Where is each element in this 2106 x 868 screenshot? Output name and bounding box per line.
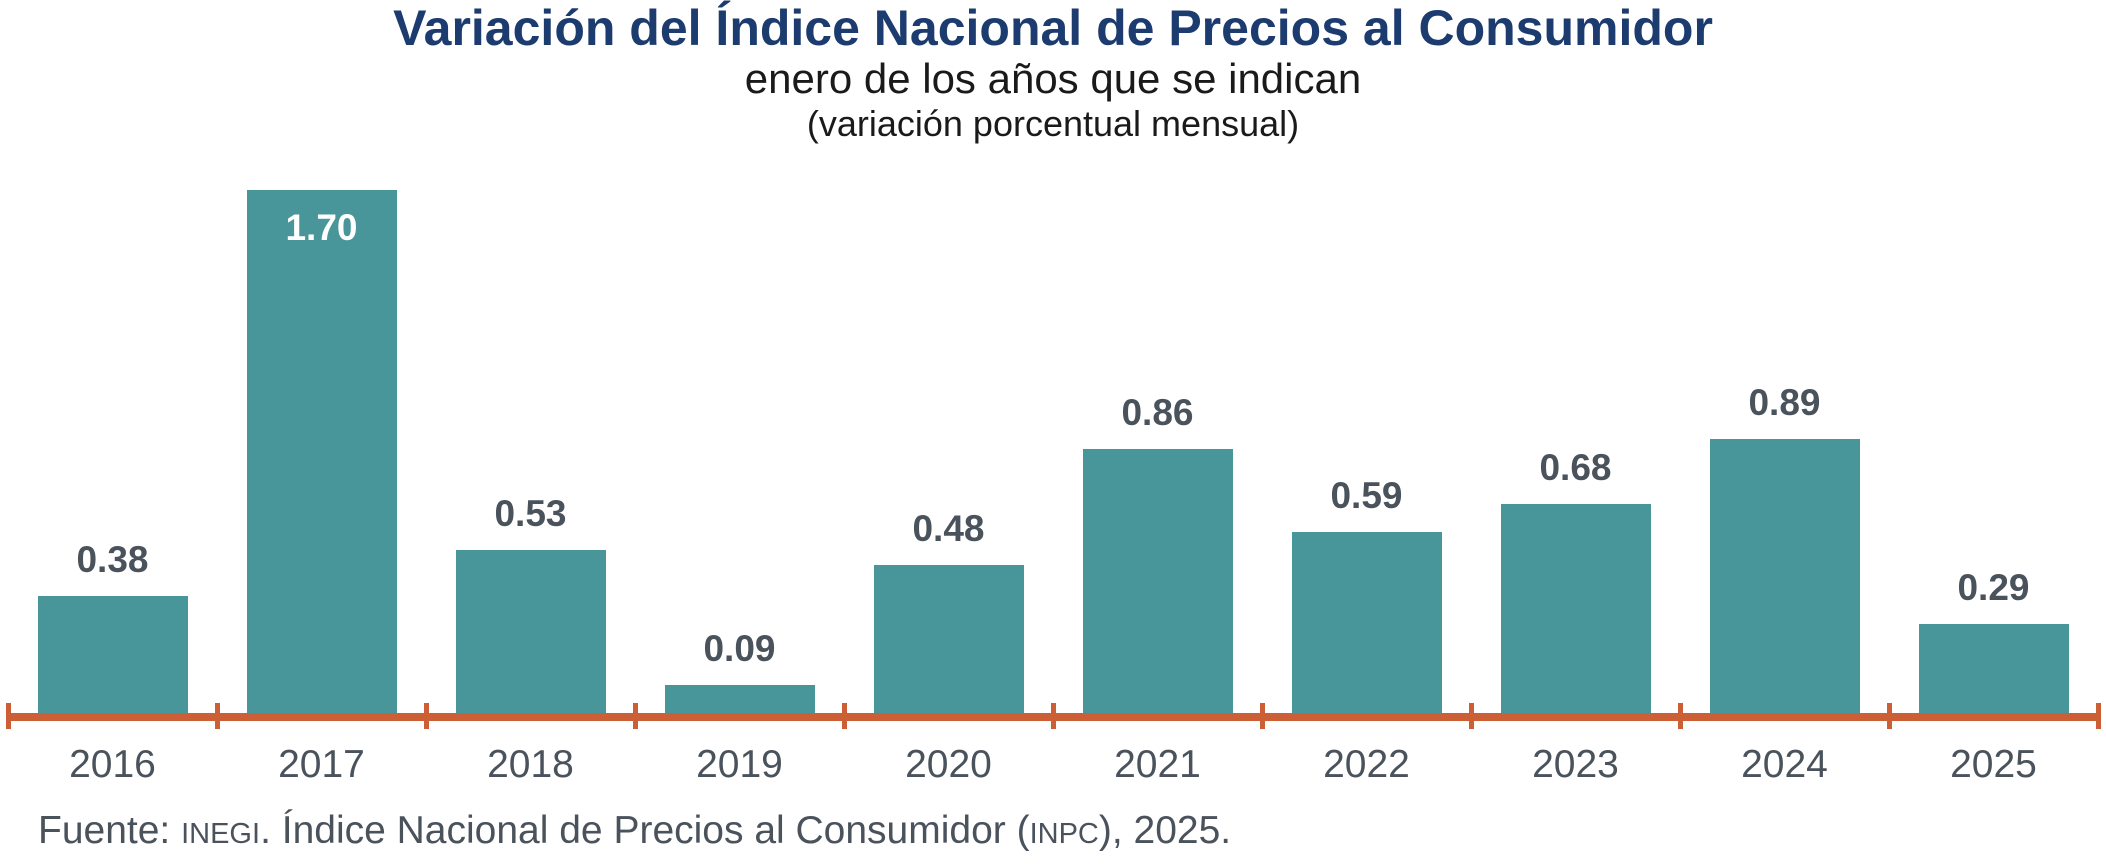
- value-label-2023: 0.68: [1539, 447, 1612, 488]
- value-label-2020: 0.48: [912, 508, 985, 549]
- value-label-2017: 1.70: [285, 207, 358, 248]
- x-axis-label-2023: 2023: [1532, 743, 1619, 786]
- bar-2021: [1082, 449, 1233, 713]
- chart-subtitle: enero de los años que se indican: [744, 55, 1362, 102]
- bar-2016: [37, 596, 188, 713]
- value-label-2021: 0.86: [1121, 392, 1194, 433]
- bar-2025: [1918, 624, 2069, 713]
- bar-2019: [664, 685, 815, 713]
- x-axis-label-2021: 2021: [1114, 743, 1201, 786]
- value-label-2016: 0.38: [76, 539, 149, 580]
- bar-2024: [1709, 439, 1860, 713]
- value-label-2018: 0.53: [494, 493, 567, 534]
- bar-2022: [1291, 532, 1442, 713]
- source-abbr-inpc: INPC: [1029, 818, 1099, 850]
- x-axis-tick: [1259, 703, 1265, 729]
- x-axis-tick: [841, 703, 847, 729]
- x-axis-label-2018: 2018: [487, 743, 574, 786]
- chart-title: Variación del Índice Nacional de Precios…: [393, 0, 1713, 56]
- value-label-2019: 0.09: [703, 628, 776, 669]
- x-axis-label-2019: 2019: [696, 743, 783, 786]
- x-axis-tick: [423, 703, 429, 729]
- x-axis-label-2017: 2017: [278, 743, 365, 786]
- source-org-inegi: INEGI: [181, 818, 261, 850]
- source-suffix: ), 2025.: [1098, 809, 1232, 852]
- x-axis-tick: [1050, 703, 1056, 729]
- source-middle: . Índice Nacional de Precios al Consumid…: [260, 809, 1030, 852]
- x-axis-tick: [2095, 703, 2101, 729]
- x-axis-label-2024: 2024: [1741, 743, 1828, 786]
- x-axis-label-2016: 2016: [69, 743, 156, 786]
- x-axis-tick: [1886, 703, 1892, 729]
- value-label-2022: 0.59: [1330, 475, 1403, 516]
- source-prefix: Fuente:: [38, 809, 182, 852]
- x-axis-tick: [1468, 703, 1474, 729]
- bar-2017: [246, 190, 397, 713]
- source-note: Fuente: INEGI. Índice Nacional de Precio…: [38, 808, 1231, 857]
- bar-2020: [873, 565, 1024, 713]
- x-axis-tick: [632, 703, 638, 729]
- x-axis-tick: [5, 703, 11, 729]
- x-axis-label-2025: 2025: [1950, 743, 2037, 786]
- chart-unit-note: (variación porcentual mensual): [806, 103, 1300, 144]
- value-label-2025: 0.29: [1957, 567, 2030, 608]
- x-axis-tick: [1677, 703, 1683, 729]
- x-axis-label-2022: 2022: [1323, 743, 1410, 786]
- x-axis-label-2020: 2020: [905, 743, 992, 786]
- bar-2018: [455, 550, 606, 713]
- value-label-2024: 0.89: [1748, 382, 1821, 423]
- x-axis-tick: [214, 703, 220, 729]
- bar-2023: [1500, 504, 1651, 713]
